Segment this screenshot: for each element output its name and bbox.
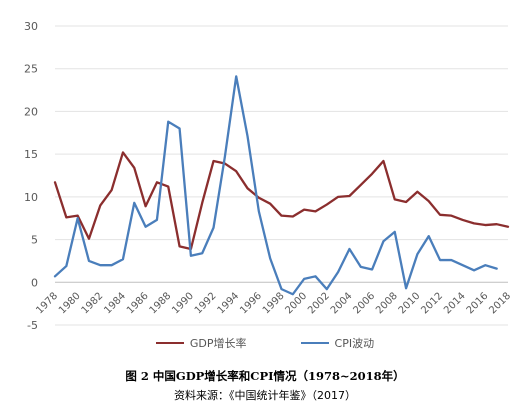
y-tick-label: 15 xyxy=(24,148,38,161)
x-tick-label: 1980 xyxy=(57,291,83,317)
x-tick-label: 2018 xyxy=(487,291,513,317)
y-tick-label: -5 xyxy=(27,319,38,330)
x-tick-label: 2004 xyxy=(329,291,355,317)
x-tick-label: 1984 xyxy=(102,291,128,317)
x-tick-label: 2016 xyxy=(465,291,491,317)
y-tick-label: 0 xyxy=(31,276,38,289)
x-tick-label: 2002 xyxy=(306,291,332,317)
y-tick-label: 30 xyxy=(24,20,38,33)
gridlines xyxy=(55,25,508,326)
x-tick-label: 2006 xyxy=(351,291,377,317)
legend-label-gdp: GDP增长率 xyxy=(189,337,247,350)
y-tick-label: 25 xyxy=(24,63,38,76)
x-tick-label: 1990 xyxy=(170,291,196,317)
x-tick-label: 1982 xyxy=(80,291,106,317)
figure-caption-title: 图 2 中国GDP增长率和CPI情况（1978~2018年） xyxy=(125,369,405,383)
x-tick-label: 1998 xyxy=(261,291,287,317)
x-tick-label: 2014 xyxy=(442,291,468,317)
series-line-gdp xyxy=(53,151,510,251)
x-tick-label: 1978 xyxy=(34,291,60,317)
x-tick-label: 1986 xyxy=(125,291,151,317)
series-line-cpi xyxy=(53,75,498,296)
x-axis-tick-labels: 1978198019821984198619881990199219941996… xyxy=(34,291,513,317)
legend-item-cpi: CPI波动 xyxy=(300,335,375,351)
x-tick-label: 1992 xyxy=(193,291,219,317)
x-tick-label: 2010 xyxy=(397,291,423,317)
legend-label-cpi: CPI波动 xyxy=(334,337,375,350)
x-tick-label: 1994 xyxy=(216,291,242,317)
y-tick-label: 10 xyxy=(24,191,38,204)
chart-legend: GDP增长率 CPI波动 xyxy=(0,335,530,351)
x-tick-label: 1988 xyxy=(148,291,174,317)
x-tick-label: 2000 xyxy=(283,291,309,317)
legend-item-gdp: GDP增长率 xyxy=(155,335,247,351)
legend-swatch-gdp xyxy=(155,341,184,345)
y-tick-label: 20 xyxy=(24,105,38,118)
x-tick-label: 2008 xyxy=(374,291,400,317)
legend-swatch-cpi xyxy=(300,341,329,345)
x-tick-label: 2012 xyxy=(419,291,445,317)
y-tick-label: 5 xyxy=(31,234,38,247)
y-axis-tick-labels: -5 0 5 10 15 20 25 30 xyxy=(24,20,38,330)
figure-caption-source: 资料来源：《中国统计年鉴》（2017） xyxy=(174,389,356,402)
x-tick-label: 1996 xyxy=(238,291,264,317)
data-series xyxy=(53,75,510,296)
